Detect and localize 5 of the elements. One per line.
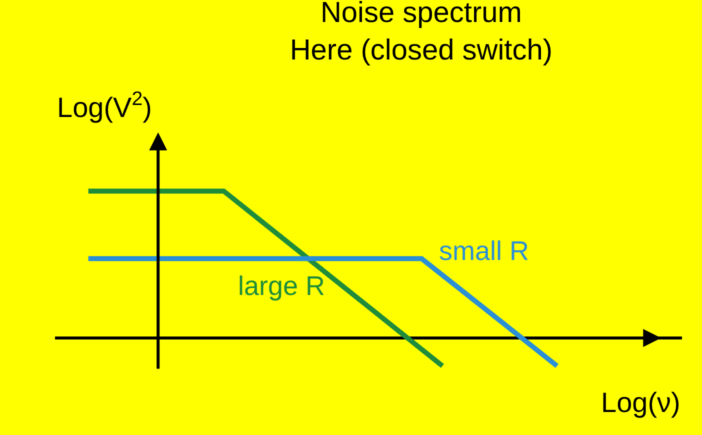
y-axis-title: Log(V$^{2}$) [57,88,152,123]
chart-title: Noise spectrum Here (closed switch) [290,0,553,66]
x-axis-title: Log(ν) [601,387,680,418]
series-label: small R [439,236,530,266]
series-label: large R [238,271,326,301]
